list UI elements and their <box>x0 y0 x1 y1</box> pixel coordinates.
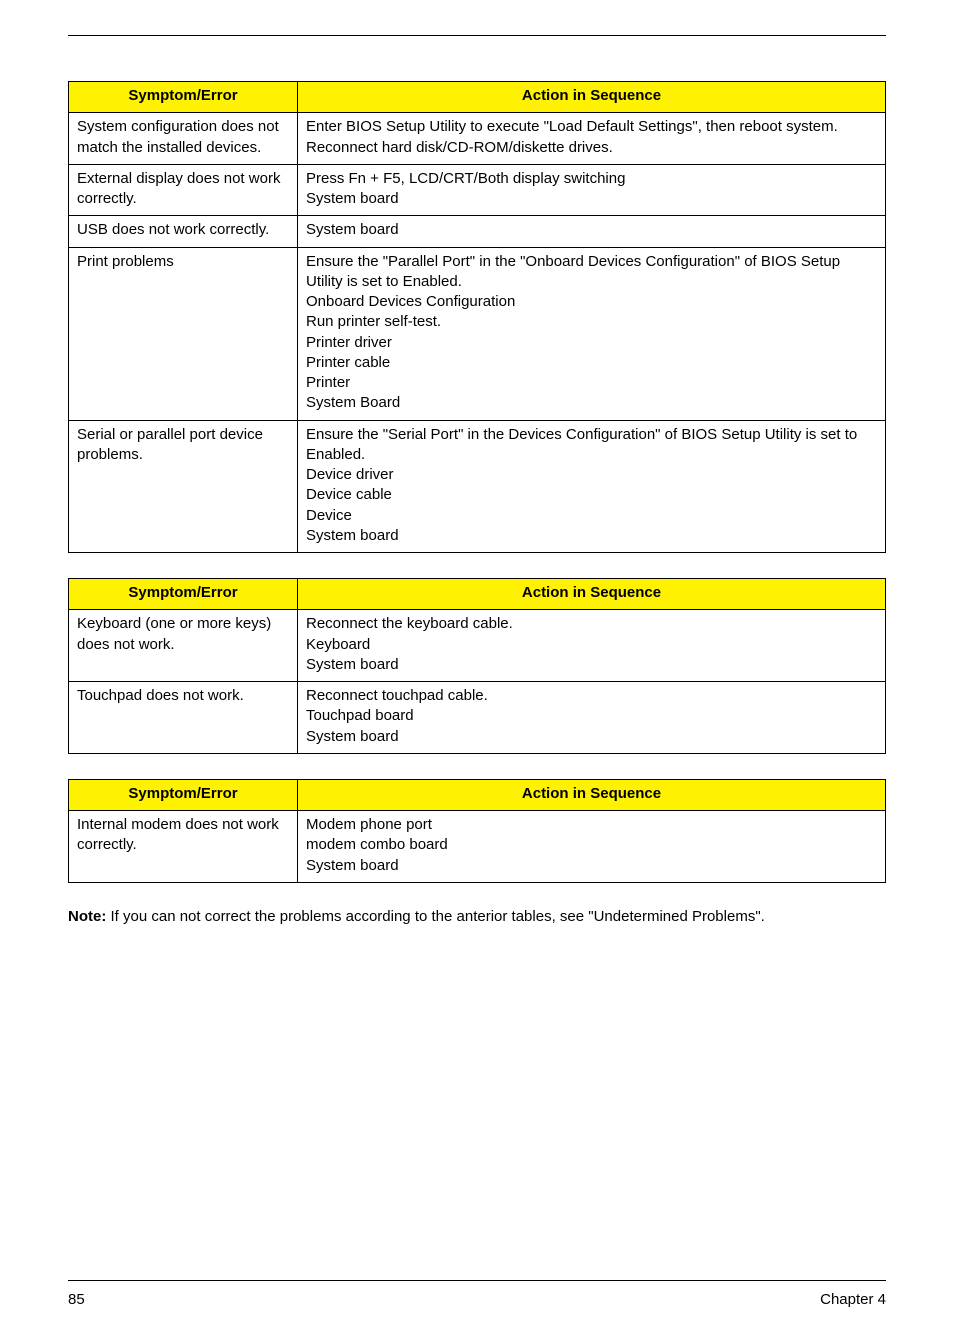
action-line: Press Fn + F5, LCD/CRT/Both display swit… <box>306 169 877 189</box>
col-action-header: Action in Sequence <box>298 579 886 610</box>
action-line: Device driver <box>306 465 877 485</box>
action-line: Reconnect the keyboard cable. <box>306 614 877 634</box>
troubleshooting-table-2: Symptom/Error Action in Sequence Keyboar… <box>68 578 886 754</box>
page-number: 85 <box>68 1291 85 1308</box>
chapter-label: Chapter 4 <box>820 1291 886 1308</box>
col-action-header: Action in Sequence <box>298 779 886 810</box>
col-symptom-header: Symptom/Error <box>69 82 298 113</box>
action-line: Keyboard <box>306 635 877 655</box>
action-line: System board <box>306 189 877 209</box>
table-header-row: Symptom/Error Action in Sequence <box>69 82 886 113</box>
action-cell: Enter BIOS Setup Utility to execute "Loa… <box>298 113 886 165</box>
action-line: System Board <box>306 393 877 413</box>
action-line: Reconnect hard disk/CD-ROM/diskette driv… <box>306 138 877 158</box>
action-line: Touchpad board <box>306 706 877 726</box>
symptom-cell: System configuration does not match the … <box>69 113 298 165</box>
symptom-cell: Touchpad does not work. <box>69 682 298 754</box>
action-line: Ensure the "Parallel Port" in the "Onboa… <box>306 252 877 293</box>
action-cell: Ensure the "Serial Port" in the Devices … <box>298 420 886 553</box>
action-line: Ensure the "Serial Port" in the Devices … <box>306 425 877 466</box>
top-rule <box>68 35 886 36</box>
table-row: USB does not work correctly. System board <box>69 216 886 247</box>
table-body: System configuration does not match the … <box>69 113 886 553</box>
action-line: Printer driver <box>306 333 877 353</box>
action-line: Device <box>306 506 877 526</box>
page-footer: 85 Chapter 4 <box>68 1280 886 1308</box>
action-line: System board <box>306 526 877 546</box>
col-action-header: Action in Sequence <box>298 82 886 113</box>
action-line: Device cable <box>306 485 877 505</box>
action-line: Run printer self-test. <box>306 312 877 332</box>
symptom-cell: USB does not work correctly. <box>69 216 298 247</box>
action-cell: Press Fn + F5, LCD/CRT/Both display swit… <box>298 164 886 216</box>
footer-row: 85 Chapter 4 <box>68 1291 886 1308</box>
action-line: System board <box>306 856 877 876</box>
table-row: Touchpad does not work.Reconnect touchpa… <box>69 682 886 754</box>
table-row: External display does not work correctly… <box>69 164 886 216</box>
symptom-cell: External display does not work correctly… <box>69 164 298 216</box>
troubleshooting-table-1: Symptom/Error Action in Sequence System … <box>68 81 886 553</box>
table-row: System configuration does not match the … <box>69 113 886 165</box>
table-row: Serial or parallel port device problems.… <box>69 420 886 553</box>
note-paragraph: Note: If you can not correct the problem… <box>68 908 886 925</box>
action-line: Onboard Devices Configuration <box>306 292 877 312</box>
table-header-row: Symptom/Error Action in Sequence <box>69 579 886 610</box>
action-cell: System board <box>298 216 886 247</box>
action-line: Printer <box>306 373 877 393</box>
action-cell: Modem phone portmodem combo boardSystem … <box>298 811 886 883</box>
col-symptom-header: Symptom/Error <box>69 579 298 610</box>
table-row: Internal modem does not work correctly.M… <box>69 811 886 883</box>
table-body: Internal modem does not work correctly.M… <box>69 811 886 883</box>
col-symptom-header: Symptom/Error <box>69 779 298 810</box>
action-line: System board <box>306 220 877 240</box>
page-container: Symptom/Error Action in Sequence System … <box>0 0 954 1336</box>
action-line: Enter BIOS Setup Utility to execute "Loa… <box>306 117 877 137</box>
action-line: Modem phone port <box>306 815 877 835</box>
note-text: If you can not correct the problems acco… <box>106 908 764 925</box>
action-line: System board <box>306 655 877 675</box>
action-line: Reconnect touchpad cable. <box>306 686 877 706</box>
footer-rule <box>68 1280 886 1281</box>
action-line: System board <box>306 727 877 747</box>
troubleshooting-table-3: Symptom/Error Action in Sequence Interna… <box>68 779 886 883</box>
action-cell: Reconnect touchpad cable.Touchpad boardS… <box>298 682 886 754</box>
action-line: modem combo board <box>306 835 877 855</box>
table-row: Print problemsEnsure the "Parallel Port"… <box>69 247 886 420</box>
symptom-cell: Serial or parallel port device problems. <box>69 420 298 553</box>
action-cell: Reconnect the keyboard cable.KeyboardSys… <box>298 610 886 682</box>
table-header-row: Symptom/Error Action in Sequence <box>69 779 886 810</box>
symptom-cell: Keyboard (one or more keys) does not wor… <box>69 610 298 682</box>
symptom-cell: Internal modem does not work correctly. <box>69 811 298 883</box>
table-row: Keyboard (one or more keys) does not wor… <box>69 610 886 682</box>
action-cell: Ensure the "Parallel Port" in the "Onboa… <box>298 247 886 420</box>
table-body: Keyboard (one or more keys) does not wor… <box>69 610 886 754</box>
action-line: Printer cable <box>306 353 877 373</box>
symptom-cell: Print problems <box>69 247 298 420</box>
note-label: Note: <box>68 908 106 925</box>
